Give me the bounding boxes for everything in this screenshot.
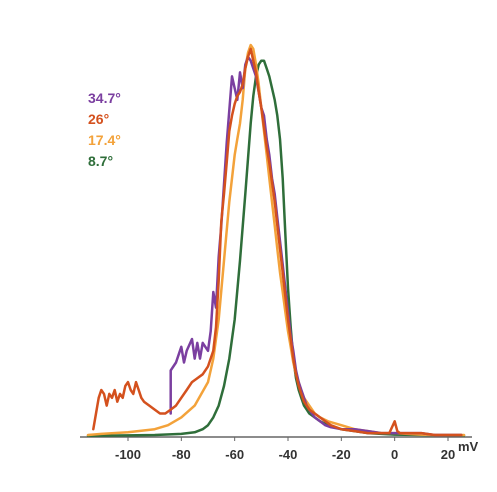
x-tick-label: -60 <box>225 447 244 462</box>
legend-entry: 26° <box>88 111 109 127</box>
x-axis-label: mV <box>458 439 479 454</box>
series-line <box>92 47 463 437</box>
x-tick-label: -80 <box>172 447 191 462</box>
x-tick-label: -100 <box>115 447 141 462</box>
series-line <box>86 43 466 437</box>
x-tick-label: 20 <box>441 447 455 462</box>
legend-entry: 8.7° <box>88 153 113 169</box>
x-tick-label: -40 <box>279 447 298 462</box>
legend: 34.7° 26° 17.4° 8.7° <box>88 90 121 169</box>
legend-entry: 17.4° <box>88 132 121 148</box>
x-tick-label: -20 <box>332 447 351 462</box>
series-line <box>169 55 463 437</box>
x-ticks: -100 -80 -60 -40 -20 0 20 <box>115 437 455 462</box>
legend-entry: 34.7° <box>88 90 121 106</box>
series-group <box>86 43 466 438</box>
x-tick-label: 0 <box>391 447 398 462</box>
